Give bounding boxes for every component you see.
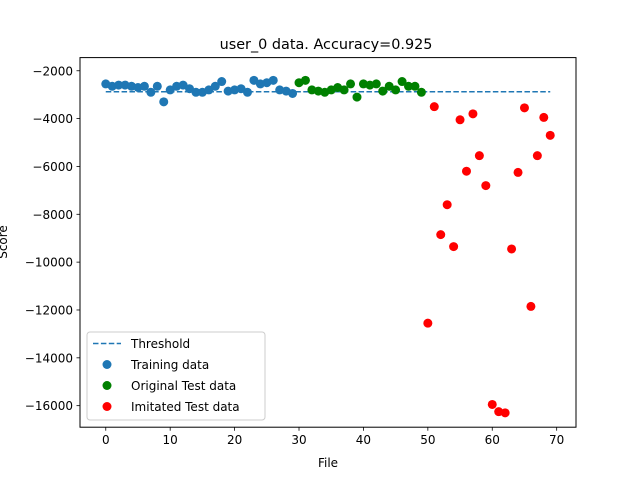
data-point-original-test-data-16 — [397, 77, 407, 87]
plot-area — [101, 75, 555, 418]
chart-title: user_0 data. Accuracy=0.925 — [220, 37, 433, 53]
data-point-training-data-9 — [159, 97, 169, 107]
y-tick-label: −10000 — [25, 256, 73, 270]
data-point-imitated-test-data-2 — [436, 230, 446, 240]
data-point-imitated-test-data-14 — [513, 167, 523, 177]
x-tick-label: 0 — [102, 433, 110, 447]
data-point-imitated-test-data-4 — [449, 242, 459, 252]
y-tick-label: −8000 — [32, 208, 73, 222]
data-point-training-data-8 — [152, 81, 162, 91]
y-tick-label: −14000 — [25, 351, 73, 365]
data-point-imitated-test-data-8 — [474, 151, 484, 161]
x-tick-label: 60 — [485, 433, 500, 447]
legend-label-imitated-test: Imitated Test data — [131, 400, 240, 414]
data-point-training-data-7 — [146, 87, 156, 97]
x-tick-label: 50 — [420, 433, 435, 447]
data-point-imitated-test-data-16 — [526, 301, 536, 311]
y-tick-label: −2000 — [32, 64, 73, 78]
data-point-training-data-17 — [210, 81, 220, 91]
legend-marker-training — [102, 360, 112, 369]
data-point-imitated-test-data-5 — [455, 115, 465, 125]
data-point-training-data-22 — [242, 87, 252, 97]
data-point-imitated-test-data-17 — [532, 151, 542, 161]
data-point-imitated-test-data-10 — [487, 399, 497, 409]
y-tick-label: −6000 — [32, 160, 73, 174]
data-point-original-test-data-8 — [346, 79, 356, 89]
data-point-training-data-18 — [217, 77, 227, 87]
data-point-training-data-2 — [114, 80, 124, 90]
legend-marker-original-test — [102, 381, 112, 390]
x-axis-label: File — [318, 456, 338, 470]
data-point-training-data-29 — [288, 88, 298, 98]
data-point-imitated-test-data-7 — [468, 109, 478, 119]
legend-marker-imitated-test — [102, 402, 112, 411]
legend: Threshold Training data Original Test da… — [86, 331, 266, 421]
data-point-original-test-data-17 — [404, 81, 414, 91]
axis-ticks: 0 10 20 30 40 50 60 70 −16000 −14000 −12000 −10000 −… — [25, 64, 565, 447]
data-point-imitated-test-data-15 — [519, 103, 529, 113]
y-tick-label: −16000 — [25, 399, 73, 413]
data-point-imitated-test-data-12 — [500, 408, 510, 418]
data-point-imitated-test-data-0 — [423, 318, 433, 328]
y-tick-label: −12000 — [25, 303, 73, 317]
data-point-training-data-14 — [191, 87, 201, 97]
data-point-original-test-data-7 — [339, 85, 349, 95]
y-axis-label: Score — [0, 225, 10, 259]
data-point-imitated-test-data-6 — [461, 166, 471, 176]
data-point-training-data-6 — [139, 81, 149, 91]
data-point-original-test-data-9 — [352, 92, 362, 102]
x-tick-label: 70 — [549, 433, 564, 447]
data-point-imitated-test-data-3 — [442, 200, 452, 210]
data-point-imitated-test-data-18 — [539, 112, 549, 122]
legend-label-training: Training data — [130, 358, 209, 372]
data-point-original-test-data-1 — [300, 75, 310, 85]
data-point-original-test-data-19 — [416, 87, 426, 97]
x-tick-label: 20 — [227, 433, 242, 447]
data-point-imitated-test-data-19 — [545, 130, 555, 140]
legend-label-original-test: Original Test data — [131, 379, 236, 393]
x-tick-label: 40 — [356, 433, 371, 447]
data-point-original-test-data-18 — [410, 81, 420, 91]
data-point-original-test-data-15 — [391, 85, 401, 95]
data-point-original-test-data-12 — [371, 79, 381, 89]
data-point-training-data-26 — [268, 75, 278, 85]
data-point-original-test-data-13 — [378, 86, 388, 96]
data-point-imitated-test-data-1 — [429, 102, 439, 112]
legend-box — [86, 331, 266, 421]
y-tick-label: −4000 — [32, 112, 73, 126]
data-point-imitated-test-data-13 — [507, 244, 517, 254]
x-tick-label: 30 — [291, 433, 306, 447]
axes-frame — [79, 57, 577, 428]
x-tick-label: 10 — [163, 433, 178, 447]
legend-label-threshold: Threshold — [130, 337, 190, 351]
data-point-imitated-test-data-9 — [481, 181, 491, 191]
